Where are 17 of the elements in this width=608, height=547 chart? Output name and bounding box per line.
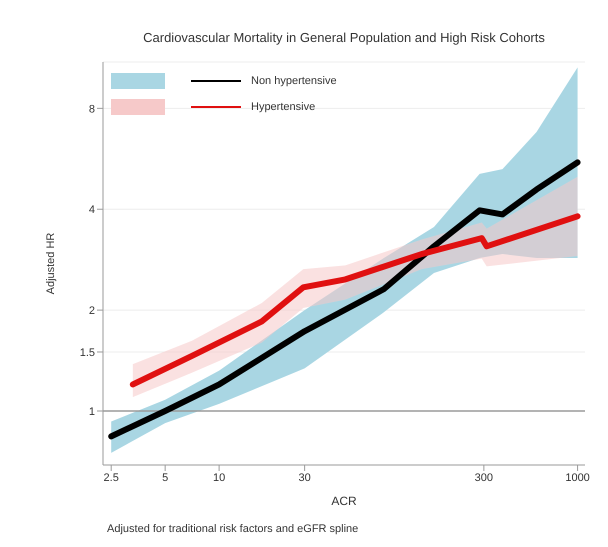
y-tick-label: 1 xyxy=(88,406,95,418)
y-tick-label: 8 xyxy=(88,103,95,116)
x-tick-label: 300 xyxy=(474,472,494,484)
legend-label: Hypertensive xyxy=(251,101,316,113)
y-tick-label: 1.5 xyxy=(80,346,95,359)
x-tick-label: 2.5 xyxy=(104,472,119,484)
y-tick-label: 2 xyxy=(88,305,95,318)
y-axis-title: Adjusted HR xyxy=(44,232,57,294)
legend-label: Non hypertensive xyxy=(251,75,337,87)
x-tick-label: 5 xyxy=(162,472,168,484)
x-axis-title: ACR xyxy=(331,494,357,508)
chart-title: Cardiovascular Mortality in General Population and High Risk Cohorts xyxy=(142,30,546,45)
x-tick-label: 30 xyxy=(298,472,311,484)
y-tick-label: 4 xyxy=(88,204,95,216)
x-tick-label: 10 xyxy=(212,472,226,484)
x-tick-label: 1000 xyxy=(565,472,590,484)
text: Adjusted for traditional risk factors and eGFR spline xyxy=(107,523,358,535)
